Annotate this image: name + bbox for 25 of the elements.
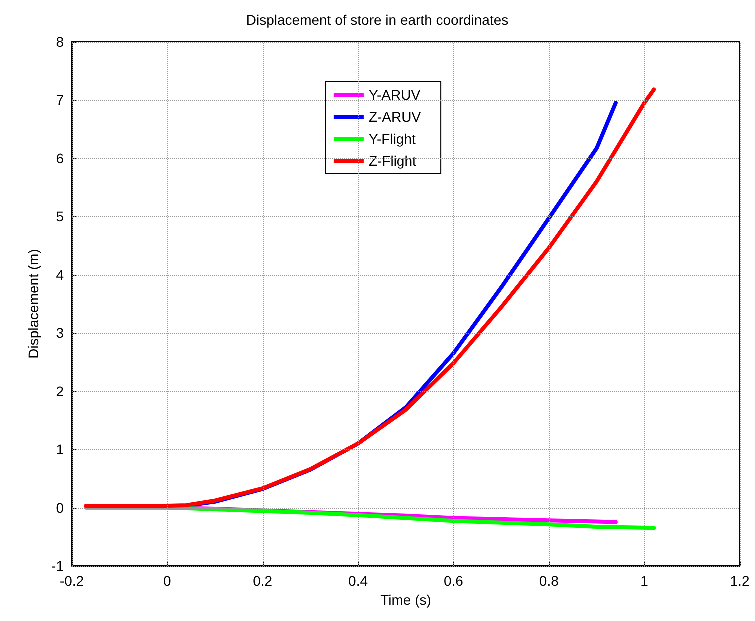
x-tick-label: 0.4: [348, 573, 368, 589]
legend-label: Y-Flight: [368, 131, 416, 147]
y-tick-label: 1: [56, 442, 64, 458]
x-tick-label: 1: [640, 573, 649, 589]
y-tick-label: 7: [56, 92, 64, 108]
y-tick-label: -1: [52, 558, 64, 574]
y-tick-label: 2: [56, 383, 64, 400]
y-tick-label: 4: [56, 266, 64, 283]
x-axis-title: Time (s): [380, 592, 432, 608]
y-tick-label: 5: [56, 208, 64, 225]
y-tick-label: 6: [56, 150, 64, 166]
x-tick-label: 0: [164, 573, 172, 589]
x-tick-label: 0.6: [444, 573, 464, 589]
x-tick-label: 0.8: [539, 573, 560, 589]
x-tick-label: 1.2: [730, 573, 750, 589]
chart-title: Displacement of store in earth coordinates: [246, 12, 509, 28]
legend-label: Y-ARUV: [368, 87, 422, 103]
y-axis-title: Displacement (m): [26, 249, 42, 359]
x-tick-label: -0.2: [60, 573, 84, 589]
y-tick-label: 8: [56, 34, 64, 50]
legend-label: Z-ARUV: [368, 109, 422, 125]
y-tick-label: 0: [56, 500, 64, 516]
y-tick-label: 3: [56, 325, 64, 342]
x-tick-label: 0.2: [253, 573, 273, 589]
legend-label: Z-Flight: [368, 153, 417, 169]
